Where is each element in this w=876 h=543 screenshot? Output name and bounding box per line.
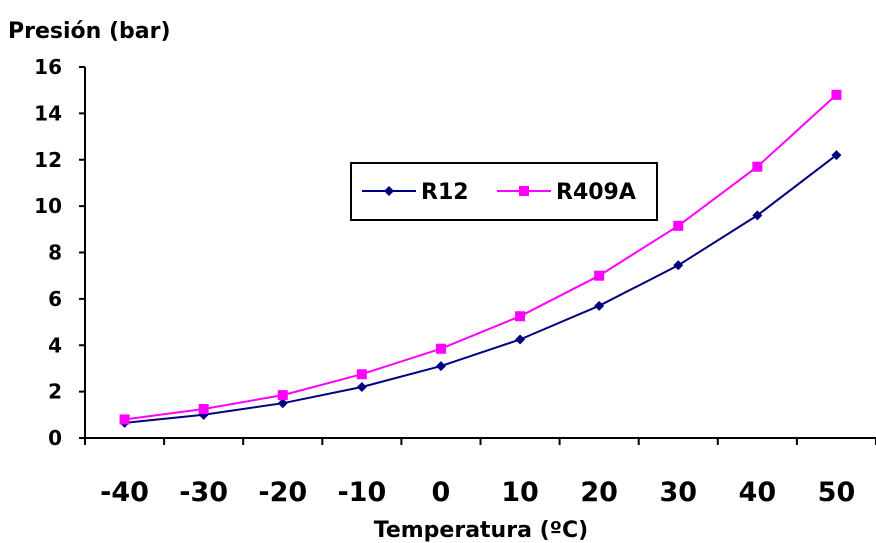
x-tick-label: 40 [739,477,777,508]
y-tick-label: 16 [34,55,62,79]
x-tick-label: -10 [337,477,386,508]
y-tick-label: 0 [48,426,62,450]
data-point-r409a [356,369,367,380]
x-tick-label: 0 [432,477,451,508]
series-line-r409a [124,94,838,421]
legend-label-r409a: R409A [556,180,636,205]
data-point-r12 [435,361,446,372]
x-tick-label: -20 [258,477,307,508]
y-tick-label: 8 [48,241,62,265]
y-tick-label: 4 [48,333,62,357]
data-point-r12 [831,150,842,161]
series-line-r12 [124,154,838,424]
legend-marker-r409a [519,186,529,196]
data-point-r12 [673,260,684,271]
data-point-r409a [277,390,288,401]
legend-label-r12: R12 [421,180,469,205]
y-ticks: 0 2 4 6 8 10 12 14 16 [34,55,85,450]
data-point-r12 [277,398,288,409]
data-point-r409a [198,404,209,415]
series-layer [119,89,842,428]
x-tick-label: 30 [659,477,697,508]
data-point-r12 [752,210,763,221]
data-point-r12 [356,381,367,392]
x-tick-label: 50 [818,477,856,508]
x-ticks: -40 -30 -20 -10 0 10 20 30 40 50 [84,438,876,508]
y-tick-label: 14 [34,101,62,125]
data-point-r409a [594,270,605,281]
x-tick-label: -30 [179,477,228,508]
x-axis-title: Temperatura (ºC) [374,518,589,543]
data-point-r409a [435,343,446,354]
y-tick-label: 6 [48,287,62,311]
data-point-r409a [831,89,842,100]
data-point-r409a [752,161,763,172]
axes [84,67,876,439]
y-tick-label: 10 [34,194,62,218]
data-point-r409a [673,220,684,231]
x-tick-label: 20 [580,477,618,508]
data-point-r409a [119,414,130,425]
y-tick-label: 12 [34,148,62,172]
x-tick-label: -40 [100,477,149,508]
data-point-r12 [515,334,526,345]
y-tick-label: 2 [48,380,62,404]
data-point-r409a [515,311,526,322]
y-axis-title: Presión (bar) [8,19,171,44]
data-point-r12 [594,300,605,311]
legend-marker-r12 [384,186,394,196]
legend: R12 R409A [350,162,658,221]
x-tick-label: 10 [501,477,539,508]
